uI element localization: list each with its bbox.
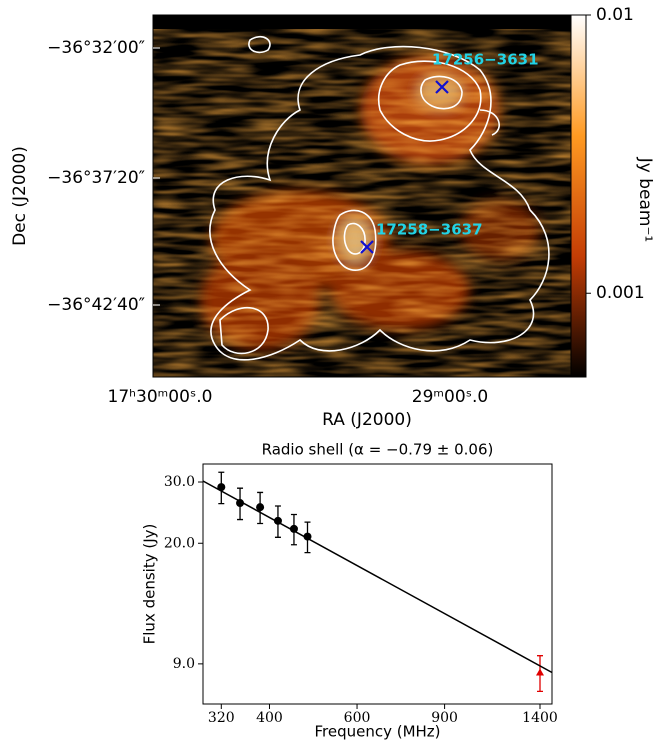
fit-line — [202, 480, 553, 674]
x-tick-label: 1400 — [522, 710, 558, 726]
colorbar-tick-label: 0.01 — [596, 5, 634, 25]
x-tick-label: 320 — [208, 710, 235, 726]
y-axis-label: Flux density (Jy) — [141, 524, 159, 645]
x-tick-label: 900 — [431, 710, 458, 726]
y-tick-label: 30.0 — [164, 474, 195, 490]
plot-frame — [202, 463, 553, 705]
y-tick-label: 20.0 — [164, 535, 195, 551]
radio-image — [153, 15, 571, 377]
y-tick-label: −36°42′40″ — [47, 295, 145, 315]
x-tick-label: 29ᵐ00ˢ.0 — [412, 387, 488, 407]
chart-title: Radio shell (α = −0.79 ± 0.06) — [262, 441, 494, 459]
data-point — [256, 503, 265, 512]
data-point — [289, 524, 298, 533]
y-tick-label: 9.0 — [173, 656, 195, 672]
source-label: 17256−3631 — [432, 51, 539, 69]
colorbar-label: Jy beam⁻¹ — [635, 157, 655, 243]
x-axis-label: RA (J2000) — [322, 410, 412, 430]
source-label: 17258−3637 — [376, 221, 483, 239]
x-axis-label: Frequency (MHz) — [314, 723, 440, 741]
x-tick-label: 600 — [344, 710, 371, 726]
source-marker — [360, 240, 374, 254]
y-axis-label: Dec (J2000) — [10, 146, 30, 246]
colorbar-tick-label: 0.001 — [596, 283, 645, 303]
y-tick-label: −36°32′00″ — [47, 38, 145, 58]
contours — [209, 35, 550, 361]
source-marker — [435, 80, 449, 94]
x-tick-label: 17ʰ30ᵐ00ˢ.0 — [108, 387, 213, 407]
data-point — [536, 668, 545, 676]
x-tick-label: 400 — [256, 710, 283, 726]
y-tick-label: −36°37′20″ — [47, 168, 145, 188]
colorbar — [570, 14, 587, 378]
